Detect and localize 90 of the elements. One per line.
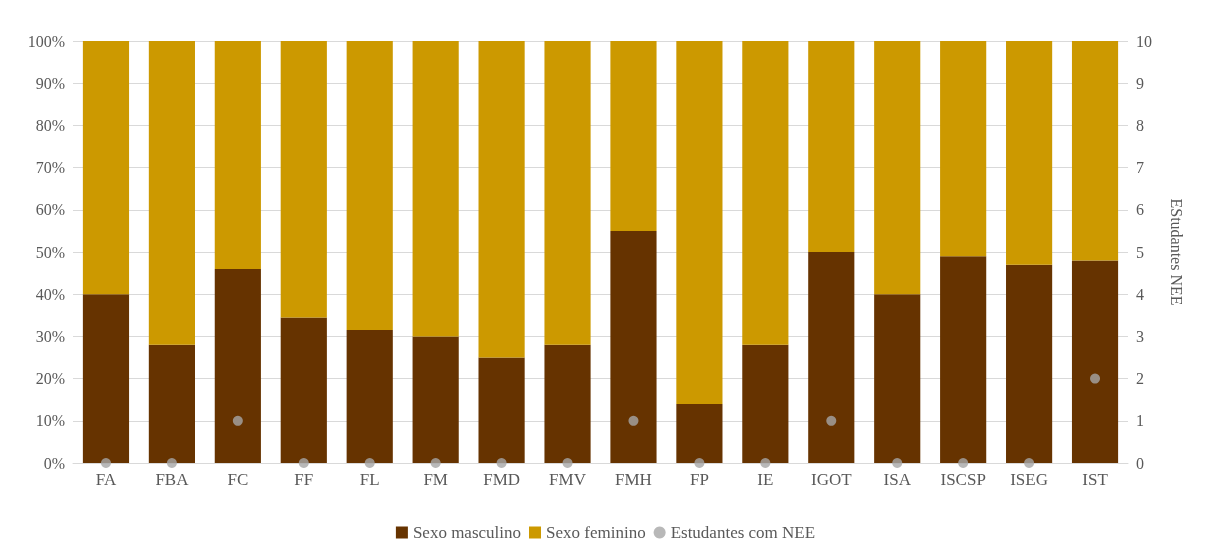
point	[1090, 373, 1101, 384]
x-tick-label: IE	[757, 470, 774, 489]
y2-tick-label: 1	[1136, 412, 1144, 430]
y-tick-label: 20%	[35, 370, 65, 388]
point	[496, 458, 507, 468]
bar	[544, 344, 591, 463]
bar	[412, 336, 459, 463]
y-tick-label: 30%	[35, 327, 65, 345]
legend-label: Estudantes com NEE	[670, 523, 816, 542]
point	[628, 415, 639, 426]
point	[1024, 458, 1035, 468]
bar	[346, 330, 393, 463]
bar	[412, 41, 459, 337]
bar	[610, 230, 657, 463]
bar	[280, 317, 327, 463]
bar	[1071, 41, 1119, 261]
y-tick-label: 90%	[35, 74, 65, 92]
y-tick-label: 80%	[35, 116, 65, 134]
bar	[874, 294, 921, 463]
point	[166, 458, 177, 468]
y-tick-label: 50%	[35, 243, 65, 261]
x-tick-label: ISA	[883, 470, 912, 489]
bar	[676, 41, 723, 404]
x-tick-label: IST	[1082, 470, 1109, 489]
x-tick-label: ISCSP	[940, 470, 986, 489]
bar	[148, 344, 195, 463]
bar	[478, 41, 525, 358]
bar	[214, 41, 261, 269]
point	[826, 415, 837, 426]
x-tick-label: IGOT	[810, 470, 853, 489]
y2-tick-label: 8	[1136, 116, 1144, 134]
bar	[1006, 41, 1053, 265]
y2-tick-label: 7	[1136, 159, 1144, 177]
bar	[148, 41, 195, 345]
bar	[82, 41, 130, 295]
y-tick-label: 60%	[35, 201, 65, 219]
bar	[808, 252, 855, 463]
point	[100, 458, 111, 468]
y2-axis-title: EStudantes NEE	[1167, 198, 1185, 306]
bar	[610, 41, 657, 231]
bar	[874, 41, 921, 295]
x-tick-label: FMH	[615, 470, 652, 489]
x-tick-label: FM	[423, 470, 448, 489]
y-tick-label: 0%	[43, 454, 65, 472]
y2-tick-label: 5	[1136, 243, 1144, 261]
bar	[544, 41, 591, 345]
bar	[214, 268, 261, 463]
y2-tick-label: 10	[1136, 32, 1152, 50]
y2-tick-label: 0	[1136, 454, 1144, 472]
point	[430, 458, 441, 468]
x-tick-label: FMD	[483, 470, 521, 489]
point	[232, 415, 243, 426]
legend-label: Sexo masculino	[412, 523, 522, 542]
x-tick-label: ISEG	[1010, 470, 1048, 489]
bar	[346, 41, 393, 331]
x-tick-label: FC	[227, 470, 249, 489]
bar	[940, 41, 987, 257]
legend-label: Sexo feminino	[546, 523, 646, 542]
y2-tick-label: 2	[1136, 370, 1144, 388]
y-tick-label: 10%	[35, 412, 65, 430]
x-tick-label: FBA	[155, 470, 190, 489]
point	[892, 458, 903, 468]
bar	[280, 41, 327, 318]
bar	[82, 294, 130, 463]
point	[298, 458, 309, 468]
bar	[1006, 264, 1053, 463]
y-tick-label: 70%	[35, 159, 65, 177]
point	[760, 458, 771, 468]
bar	[940, 256, 987, 463]
y2-tick-label: 9	[1136, 74, 1144, 92]
x-tick-label: FL	[359, 470, 380, 489]
bar	[742, 344, 789, 463]
y2-tick-label: 3	[1136, 327, 1144, 345]
x-tick-label: FA	[95, 470, 117, 489]
x-tick-label: FF	[294, 470, 314, 489]
point	[694, 458, 705, 468]
bar	[742, 41, 789, 345]
y-tick-label: 40%	[35, 285, 65, 303]
y2-tick-label: 4	[1136, 285, 1144, 303]
bar	[1071, 260, 1119, 463]
bar	[808, 41, 855, 252]
x-tick-label: FP	[689, 470, 709, 489]
point	[562, 458, 573, 468]
y-tick-label: 100%	[27, 32, 65, 50]
x-tick-label: FMV	[549, 470, 587, 489]
bar	[478, 357, 525, 463]
point	[364, 458, 375, 468]
point	[958, 458, 969, 468]
bar	[676, 403, 723, 463]
y2-tick-label: 6	[1136, 201, 1144, 219]
